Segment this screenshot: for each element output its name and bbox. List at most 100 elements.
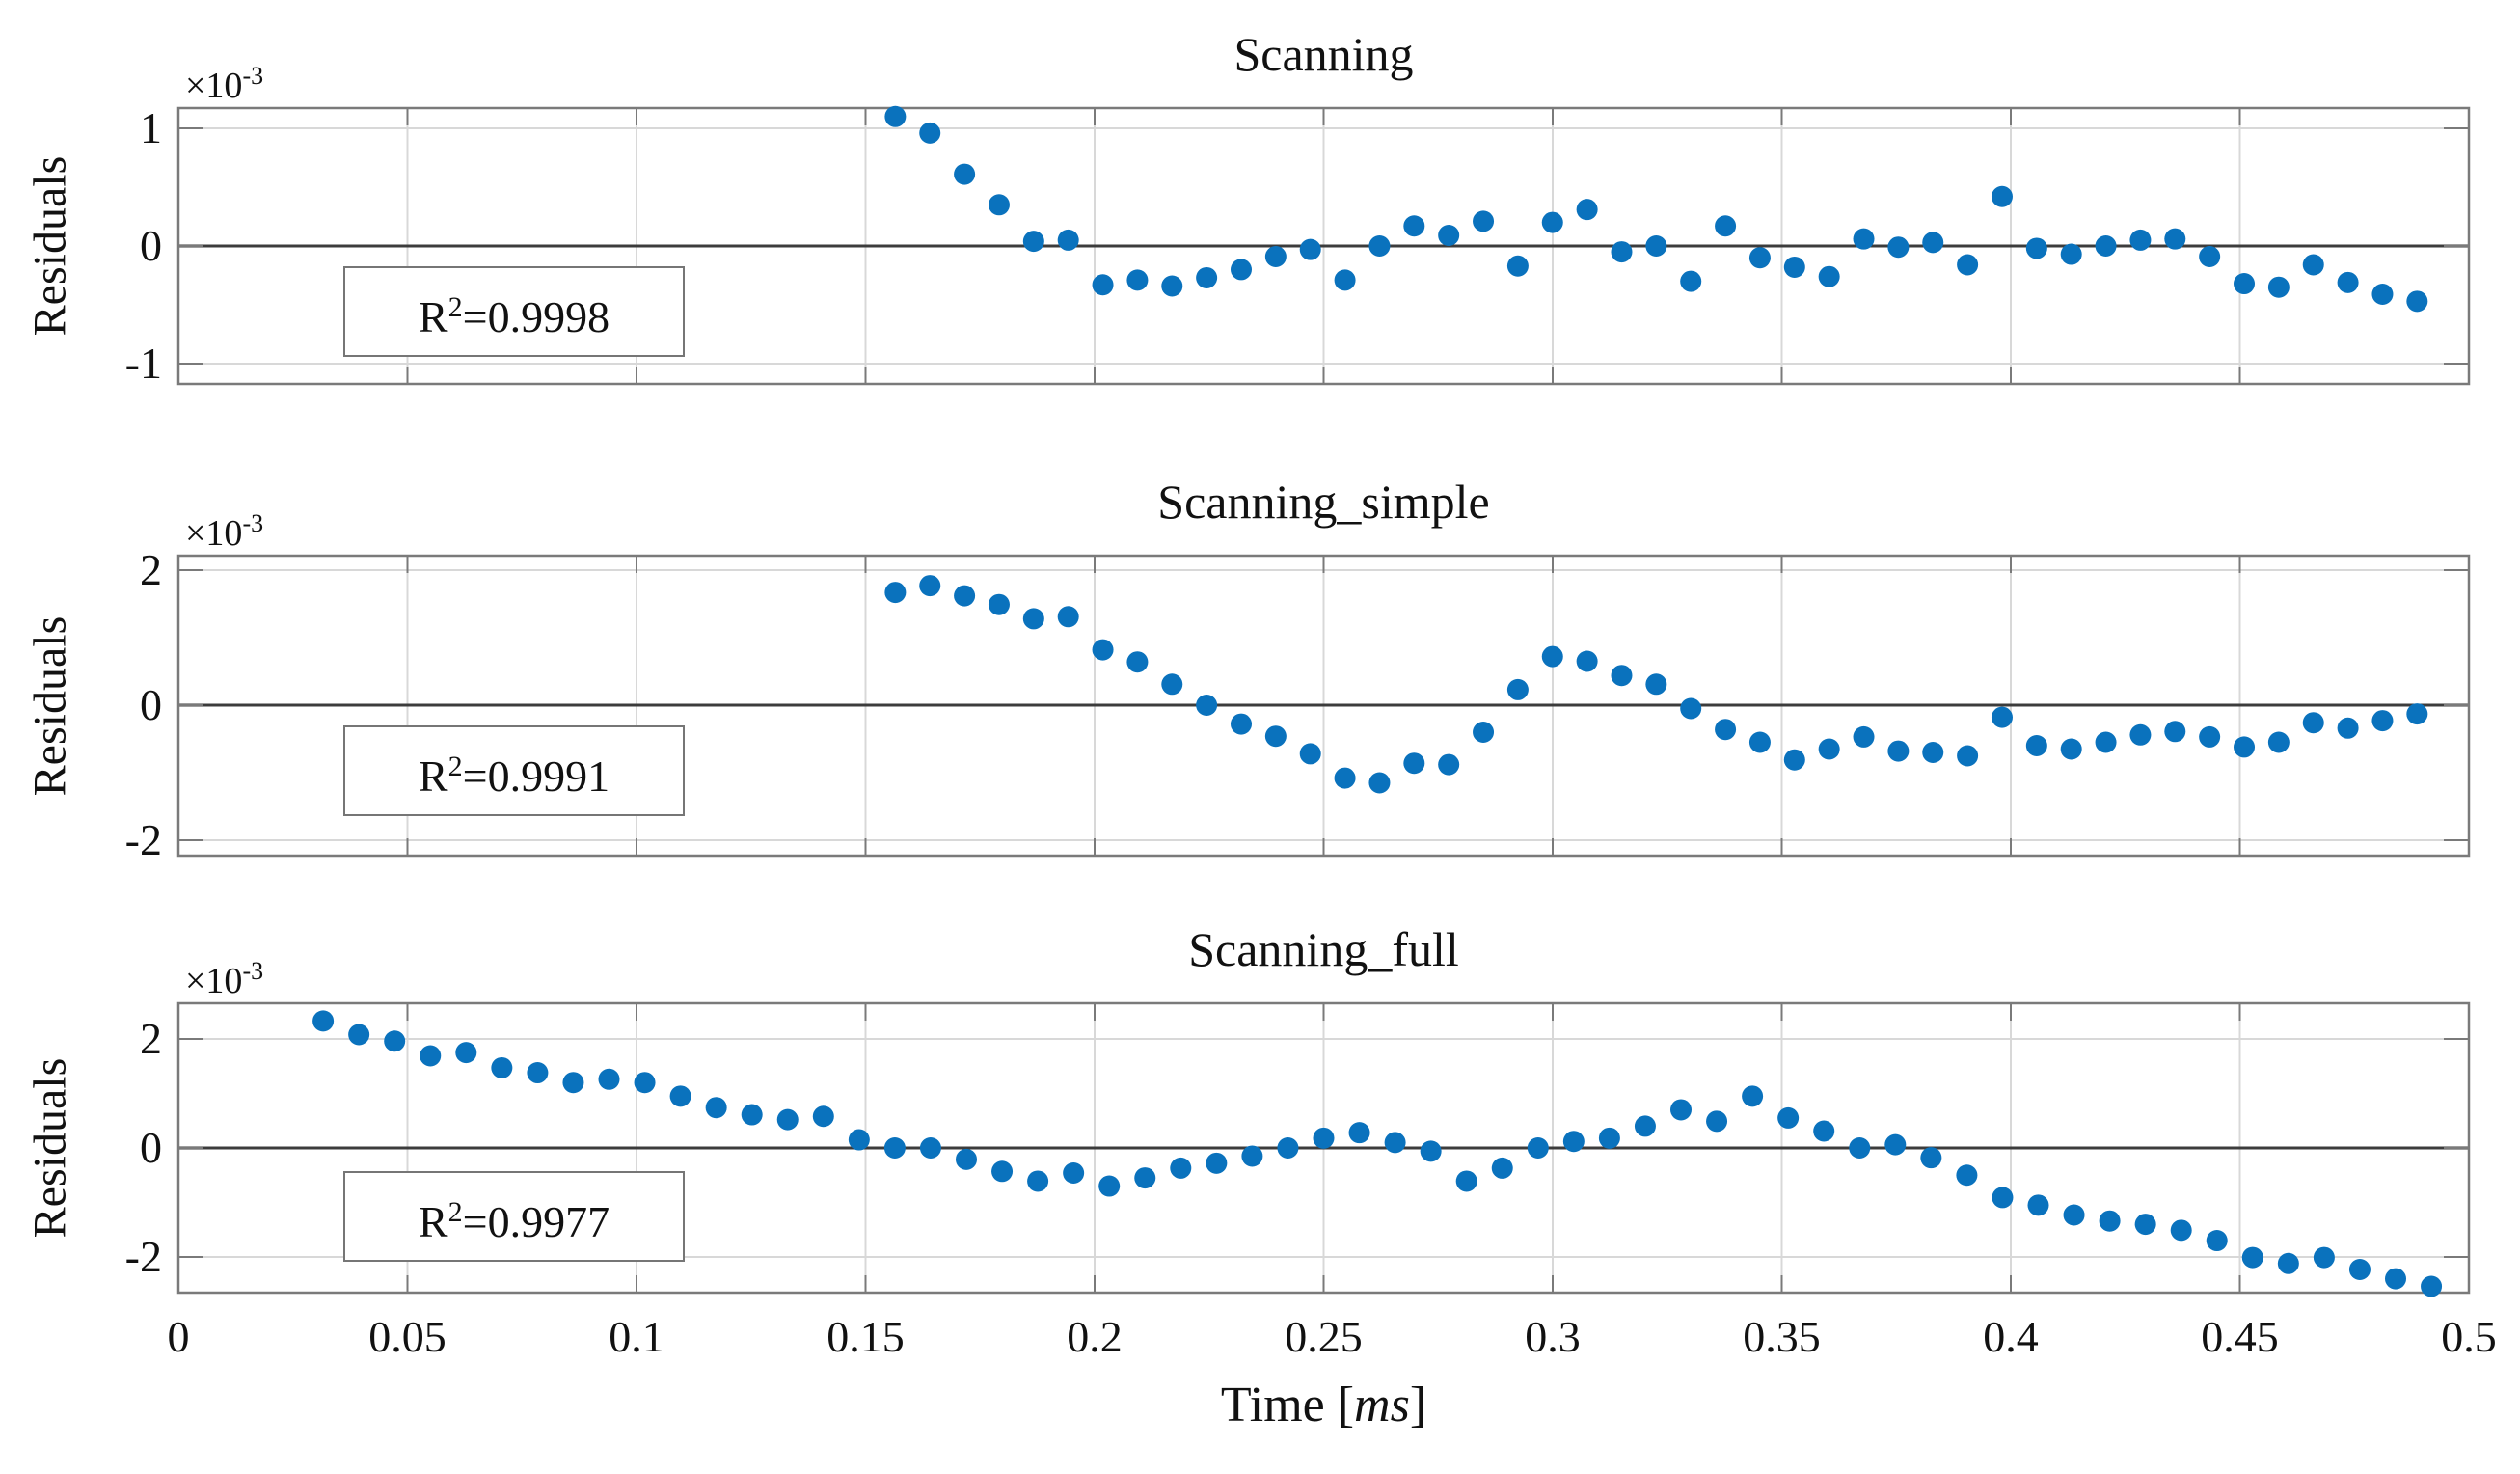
- data-point: [634, 1072, 656, 1094]
- subplot-title-scanning: Scanning: [1233, 27, 1414, 81]
- data-point: [2164, 228, 2186, 250]
- data-point: [1313, 1127, 1335, 1149]
- data-point: [1956, 1164, 1978, 1187]
- r-exponent: 2: [447, 1196, 463, 1228]
- data-point: [384, 1030, 406, 1052]
- data-point: [1134, 1167, 1156, 1189]
- data-point: [1299, 743, 1321, 765]
- y-tick-label: -2: [124, 815, 162, 864]
- data-point: [988, 194, 1010, 216]
- data-point: [1384, 1132, 1406, 1154]
- data-point: [1849, 1137, 1871, 1159]
- y-tick-label: 0: [140, 1123, 162, 1172]
- r-exponent: 2: [447, 291, 463, 323]
- data-point: [1403, 752, 1425, 775]
- data-point: [1887, 236, 1910, 259]
- data-point: [1022, 231, 1044, 253]
- subplot-title-scanning-full: Scanning_full: [1188, 922, 1459, 976]
- x-tick-label: 0.35: [1743, 1312, 1821, 1361]
- r-squared-value: 0.9991: [487, 751, 610, 801]
- data-point: [2302, 712, 2324, 734]
- data-point: [1264, 725, 1287, 748]
- data-point: [2199, 245, 2221, 267]
- r-squared-annotation: R2=0.9998: [343, 266, 685, 357]
- data-point: [1957, 745, 1979, 767]
- data-point: [1170, 1157, 1192, 1179]
- data-point: [1241, 1145, 1263, 1167]
- data-point: [1022, 608, 1044, 630]
- x-tick-label: 0.3: [1525, 1312, 1581, 1361]
- data-point: [776, 1108, 799, 1131]
- exponent-base: ×10: [185, 513, 243, 554]
- data-point: [1541, 645, 1563, 668]
- exponent-power: -3: [242, 957, 264, 985]
- data-point: [1491, 1157, 1513, 1179]
- data-point: [1231, 713, 1252, 735]
- data-point: [1715, 215, 1737, 237]
- data-point: [1473, 210, 1495, 232]
- data-point: [2385, 1268, 2406, 1290]
- data-point: [598, 1068, 620, 1090]
- data-point: [2099, 1210, 2121, 1232]
- data-point: [956, 1148, 977, 1170]
- data-point: [1438, 225, 1460, 247]
- data-point: [1645, 235, 1667, 257]
- data-point: [2129, 229, 2152, 251]
- data-point: [1277, 1137, 1299, 1159]
- data-point: [2371, 284, 2394, 306]
- data-point: [420, 1045, 442, 1067]
- data-point: [1611, 665, 1633, 687]
- exponent-base: ×10: [185, 961, 243, 1001]
- equals-sign: =: [462, 751, 488, 801]
- data-point: [988, 593, 1010, 615]
- data-point: [2063, 1204, 2085, 1226]
- y-tick-label: 0: [140, 221, 162, 270]
- data-point: [2095, 235, 2117, 257]
- data-point: [2234, 273, 2256, 295]
- data-point: [1634, 1115, 1656, 1137]
- data-point: [2060, 738, 2082, 760]
- data-point: [1057, 606, 1079, 628]
- data-point: [2129, 723, 2152, 746]
- data-point: [1887, 740, 1910, 762]
- data-point: [884, 582, 907, 604]
- data-point: [2348, 1258, 2371, 1280]
- data-point: [1027, 1170, 1049, 1192]
- data-point: [1438, 753, 1460, 776]
- data-point: [1715, 719, 1737, 741]
- data-point: [1748, 731, 1771, 753]
- exponent-power: -3: [242, 509, 264, 537]
- x-tick-label: 0.4: [1983, 1312, 2039, 1361]
- data-point: [491, 1056, 513, 1078]
- y-exponent-label: ×10-3: [185, 56, 263, 106]
- data-point: [1783, 749, 1805, 771]
- data-point: [1403, 215, 1425, 237]
- data-point: [1057, 229, 1079, 251]
- x-tick-label: 0.05: [368, 1312, 447, 1361]
- data-point: [1098, 1175, 1121, 1197]
- data-point: [1992, 1187, 2014, 1209]
- data-point: [2406, 703, 2428, 725]
- data-point: [1680, 697, 1702, 720]
- data-point: [1126, 269, 1149, 291]
- data-point: [1527, 1137, 1549, 1159]
- data-point: [2206, 1230, 2228, 1252]
- data-point: [919, 575, 941, 597]
- equals-sign: =: [462, 292, 488, 341]
- data-point: [2406, 290, 2428, 313]
- r-symbol: R: [418, 751, 448, 801]
- data-point: [1884, 1133, 1907, 1156]
- data-point: [1348, 1122, 1370, 1144]
- data-point: [2060, 243, 2082, 265]
- data-point: [527, 1062, 549, 1084]
- data-point: [848, 1129, 870, 1151]
- subplot-title-scanning-simple: Scanning_simple: [1157, 475, 1490, 529]
- data-point: [1206, 1152, 1228, 1174]
- r-squared-annotation: R2=0.9977: [343, 1171, 685, 1262]
- y-tick-label: 2: [140, 545, 162, 594]
- y-exponent-label: ×10-3: [185, 951, 263, 1001]
- data-point: [2267, 276, 2290, 298]
- y-tick-label: -2: [124, 1232, 162, 1281]
- y-exponent-label: ×10-3: [185, 504, 263, 554]
